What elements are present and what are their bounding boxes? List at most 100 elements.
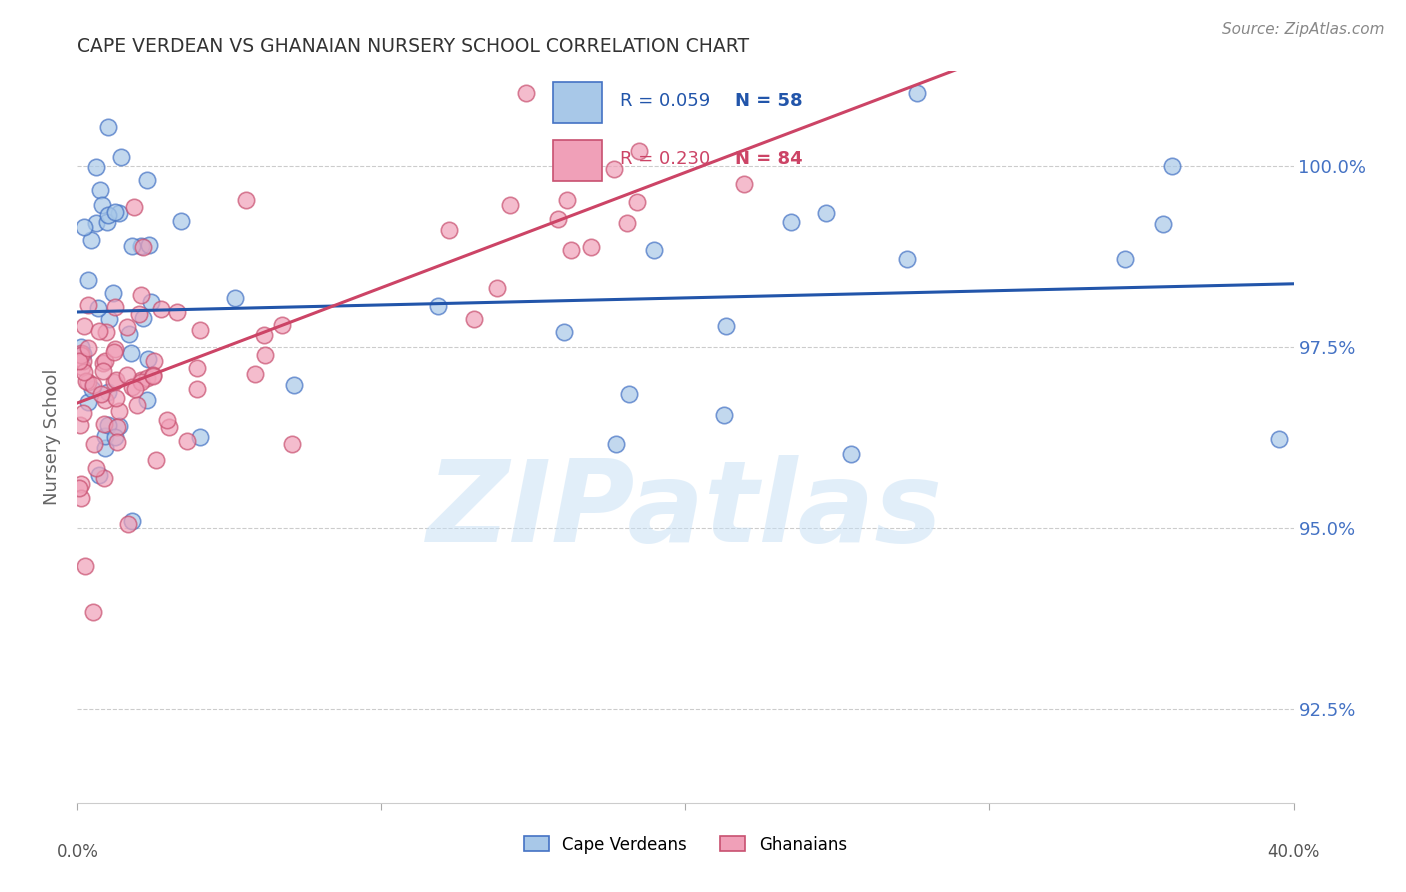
Point [129,376,152,390]
Point [108,418,131,433]
Point [127,398,149,412]
Point [67,482,90,496]
Point [94,392,117,407]
Point [93,441,115,455]
Point [1114,252,1136,267]
Point [70,491,93,505]
Point [104,204,127,219]
Y-axis label: Nursery School: Nursery School [44,368,62,506]
Point [135,173,157,187]
Point [83,437,105,451]
Point [560,244,582,258]
Point [555,193,578,207]
Point [115,319,138,334]
Text: ZIPatlas: ZIPatlas [427,455,943,566]
Legend: Cape Verdeans, Ghanaians: Cape Verdeans, Ghanaians [517,829,853,860]
Point [82,605,104,619]
Point [439,223,461,237]
Point [143,353,166,368]
Point [105,391,128,405]
Point [120,346,142,360]
Point [166,305,188,319]
Point [105,419,128,434]
Point [70,346,93,360]
Point [243,368,266,382]
Point [579,240,602,254]
Point [87,324,110,338]
Point [157,420,180,434]
Point [643,244,665,258]
Point [145,453,167,467]
Text: CAPE VERDEAN VS GHANAIAN NURSERY SCHOOL CORRELATION CHART: CAPE VERDEAN VS GHANAIAN NURSERY SCHOOL … [77,37,749,56]
Point [104,373,127,387]
Point [103,430,125,444]
Point [716,319,738,334]
Point [108,206,131,220]
Point [128,307,150,321]
Point [90,198,112,212]
Point [104,342,127,356]
Point [115,368,138,383]
Point [72,354,94,368]
Point [463,311,485,326]
Point [188,430,211,444]
Point [129,288,152,302]
Point [779,215,801,229]
Point [93,471,115,485]
Point [121,515,143,529]
Point [94,325,117,339]
Point [129,373,152,387]
Point [87,301,110,315]
Point [132,240,155,254]
Point [103,286,125,301]
Point [72,347,94,361]
Point [77,273,100,287]
Point [91,356,114,370]
Point [103,345,125,359]
Point [142,368,165,382]
Point [76,341,98,355]
Point [426,299,449,313]
Point [103,375,125,389]
Point [93,417,115,431]
Text: Source: ZipAtlas.com: Source: ZipAtlas.com [1222,22,1385,37]
Point [124,383,146,397]
Point [118,326,141,341]
Point [896,252,918,266]
Point [235,193,257,207]
Point [80,233,103,247]
Point [91,363,114,377]
Point [90,387,112,401]
Point [626,195,648,210]
Point [76,375,98,389]
Point [117,517,139,532]
Text: R = 0.230: R = 0.230 [620,150,710,169]
Point [67,354,90,368]
Point [553,325,575,339]
Point [271,318,294,332]
Point [108,403,131,417]
Point [84,461,107,475]
Point [94,429,117,443]
Point [97,418,120,433]
Point [170,214,193,228]
Text: R = 0.059: R = 0.059 [620,92,710,110]
Text: 40.0%: 40.0% [1267,843,1320,861]
Text: 0.0%: 0.0% [56,843,98,861]
Point [224,292,246,306]
Bar [554,82,602,123]
Point [149,302,172,317]
Point [97,384,120,399]
Text: N = 84: N = 84 [735,150,803,169]
Point [499,198,522,212]
Point [713,408,735,422]
Point [70,360,93,375]
Point [122,200,145,214]
Point [82,377,104,392]
Point [281,437,304,451]
Point [733,177,755,191]
Point [136,351,159,366]
Point [69,340,91,354]
Point [1268,433,1291,447]
Point [73,319,96,334]
